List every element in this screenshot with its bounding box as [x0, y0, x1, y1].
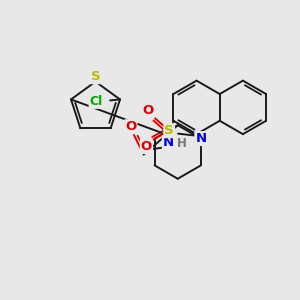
Text: N: N: [163, 136, 174, 149]
Text: O: O: [141, 140, 152, 153]
Text: H: H: [176, 137, 186, 150]
Text: O: O: [125, 120, 136, 133]
Text: O: O: [143, 104, 154, 117]
Text: S: S: [91, 70, 100, 83]
Text: N: N: [195, 132, 206, 145]
Text: S: S: [164, 124, 174, 137]
Text: Cl: Cl: [90, 95, 103, 108]
